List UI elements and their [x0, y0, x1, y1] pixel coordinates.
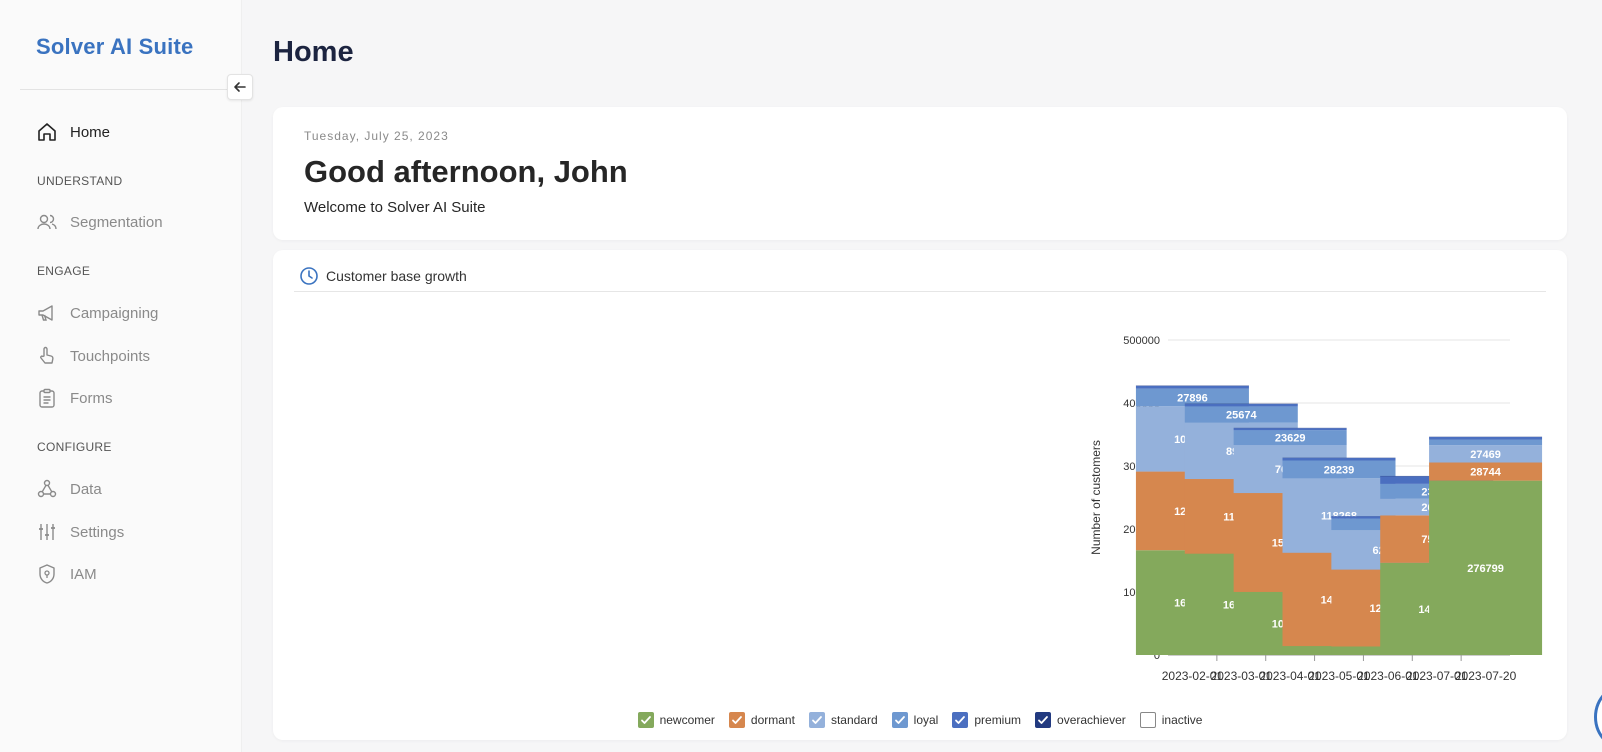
checkbox-icon [808, 712, 825, 728]
home-icon [38, 123, 56, 141]
checkbox-icon [952, 712, 969, 728]
legend-label: overachiever [1057, 713, 1126, 727]
y-tick-label: 0 [1154, 650, 1160, 662]
sidebar-divider [20, 89, 242, 90]
checkbox-icon [637, 712, 654, 728]
y-axis-label: Number of customers [1089, 440, 1103, 555]
legend-label: newcomer [659, 713, 715, 727]
legend-item-overachiever[interactable]: overachiever [1035, 712, 1126, 728]
welcome-text: Welcome to Solver AI Suite [304, 199, 486, 216]
section-engage: ENGAGE [37, 264, 91, 278]
legend-label: dormant [750, 713, 795, 727]
bar-segment-newcomer [1429, 480, 1543, 655]
network-icon [37, 479, 57, 498]
bar-segment-premium [1429, 437, 1543, 440]
data-label: 25674 [1226, 409, 1257, 421]
sidebar-item-label: Settings [70, 523, 125, 541]
chart-title: Customer base growth [326, 268, 467, 284]
bar-segment-loyal [1184, 406, 1298, 423]
section-configure: CONFIGURE [37, 440, 112, 454]
sidebar-item-home[interactable]: Home [36, 121, 110, 143]
sidebar-item-data[interactable]: Data [36, 478, 102, 500]
sidebar-item-forms[interactable]: Forms [36, 387, 113, 409]
sidebar-item-label: IAM [70, 565, 97, 583]
hand-pointer-icon [40, 346, 54, 364]
bar-segment-loyal [1135, 388, 1249, 407]
data-label: 276799 [1467, 563, 1504, 575]
sidebar-item-label: Touchpoints [70, 347, 151, 365]
users-icon [37, 214, 57, 230]
legend-label: premium [974, 713, 1022, 727]
checkbox-icon [891, 712, 908, 728]
y-tick-label: 500000 [1123, 335, 1160, 347]
sliders-icon [39, 524, 55, 540]
data-label: 28239 [1324, 464, 1355, 476]
bar-segment-loyal [1429, 439, 1543, 446]
shield-icon [39, 564, 55, 584]
chart-header: Customer base growth [299, 266, 467, 286]
bar-segment-premium [1135, 385, 1249, 389]
sidebar-item-label: Campaigning [70, 304, 159, 322]
megaphone-icon [38, 305, 53, 321]
data-label: 28744 [1470, 467, 1501, 479]
legend-item-loyal[interactable]: loyal [891, 712, 939, 728]
legend-label: standard [830, 713, 878, 727]
sidebar-item-label: Forms [70, 389, 113, 407]
sidebar-item-label: Data [70, 480, 102, 498]
checkbox-icon [728, 712, 745, 728]
customer-growth-card: Customer base growth 0100000200000300000… [273, 250, 1567, 740]
sidebar-item-label: Segmentation [70, 213, 163, 231]
legend-item-inactive[interactable]: inactive [1139, 712, 1203, 728]
x-tick-label: 2023-03-01 [1211, 669, 1273, 683]
sidebar: Solver AI Suite Home UNDERSTAND Segmenta… [0, 0, 253, 752]
clock-icon [300, 267, 318, 285]
data-label: 23629 [1275, 433, 1306, 445]
clipboard-icon [39, 388, 55, 408]
legend-label: inactive [1161, 713, 1203, 727]
sidebar-item-campaigning[interactable]: Campaigning [36, 302, 158, 324]
bar-segment-loyal [1233, 430, 1347, 446]
bar-segment-premium [1282, 457, 1396, 461]
help-widget-button[interactable] [1594, 682, 1602, 752]
chart-divider [294, 291, 1546, 292]
sidebar-item-iam[interactable]: IAM [36, 563, 97, 585]
collapse-sidebar-button[interactable] [227, 74, 253, 100]
data-label: 27469 [1470, 449, 1501, 461]
customer-growth-chart: 0100000200000300000400000500000Number of… [1089, 335, 1543, 683]
legend-item-premium[interactable]: premium [952, 712, 1021, 728]
sidebar-item-segmentation[interactable]: Segmentation [36, 211, 163, 233]
legend-item-standard[interactable]: standard [808, 712, 878, 728]
sidebar-item-settings[interactable]: Settings [36, 521, 124, 543]
arrow-left-icon [234, 82, 246, 92]
legend-label: loyal [913, 713, 939, 727]
sidebar-item-touchpoints[interactable]: Touchpoints [36, 345, 150, 367]
greeting-card: Tuesday, July 25, 2023 Good afternoon, J… [273, 107, 1567, 240]
checkbox-icon [1035, 712, 1052, 728]
bar-segment-premium [1184, 404, 1298, 407]
greeting-headline: Good afternoon, John [304, 154, 628, 189]
current-date: Tuesday, July 25, 2023 [304, 129, 449, 143]
data-label: 27896 [1177, 392, 1208, 404]
bar-segment-dormant [1429, 462, 1543, 481]
section-understand: UNDERSTAND [37, 174, 123, 188]
x-tick-label: 2023-05-01 [1308, 669, 1370, 683]
legend-item-dormant[interactable]: dormant [728, 712, 795, 728]
sidebar-item-label: Home [70, 123, 111, 141]
x-tick-label: 2023-04-01 [1259, 669, 1321, 683]
x-tick-label: 2023-07-01 [1406, 669, 1468, 683]
bar-segment-standard [1429, 445, 1543, 463]
bar-segment-loyal [1282, 460, 1396, 479]
page-title: Home [273, 36, 354, 68]
chart-legend: newcomer dormant standard loyal premium overa… [273, 712, 1567, 728]
x-tick-label: 2023-07-20 [1455, 669, 1517, 683]
brand-logo[interactable]: Solver AI Suite [36, 34, 194, 59]
checkbox-icon [1139, 712, 1156, 728]
x-tick-label: 2023-02-01 [1162, 669, 1224, 683]
x-tick-label: 2023-06-01 [1357, 669, 1419, 683]
legend-item-newcomer[interactable]: newcomer [637, 712, 715, 728]
bar-segment-premium [1233, 428, 1347, 431]
